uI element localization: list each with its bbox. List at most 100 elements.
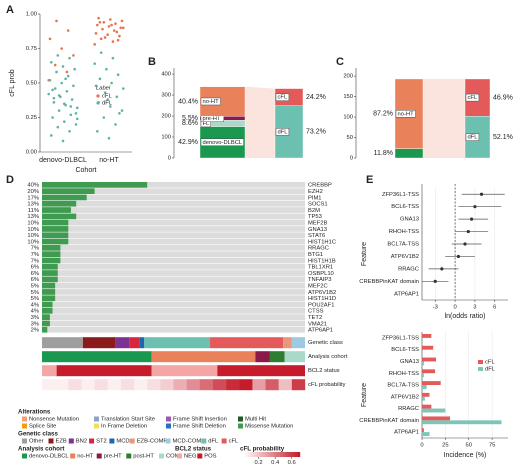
frequency-label: 6% [31, 271, 39, 277]
row-background [42, 289, 305, 295]
point [64, 77, 67, 81]
percent-label: 52.1% [493, 134, 513, 141]
probability-cell [265, 379, 279, 391]
y-axis-label: cFL prob [9, 69, 16, 96]
probability-cell [68, 379, 82, 391]
x-axis-label: ln(odds ratio) [445, 313, 486, 320]
legend-title: Alterations [18, 409, 51, 416]
point [53, 87, 57, 90]
frequency-label: 20% [27, 189, 39, 195]
probability-cell [94, 379, 108, 391]
feature-label: ATP6V1B2 [391, 394, 419, 400]
name-box [275, 128, 290, 136]
bar [422, 334, 432, 338]
legend-swatch [22, 453, 27, 459]
probability-cell [55, 379, 69, 391]
point [96, 23, 99, 27]
legend-swatch [478, 360, 483, 364]
feature-label: ZFP36L1-TSS [382, 192, 419, 198]
feature-label: RRAGC [398, 266, 419, 272]
point [98, 20, 102, 24]
gene-label: CTSS [308, 309, 324, 315]
row-background [42, 308, 305, 314]
legend-label: EZB [56, 439, 67, 445]
point [114, 22, 117, 25]
probability-cell [199, 379, 214, 391]
point [60, 81, 63, 85]
point [60, 47, 63, 50]
track-label: Genetic class [308, 340, 343, 346]
name-box [200, 97, 221, 106]
point [112, 29, 116, 32]
point [97, 16, 100, 20]
percent-label: 11.8% [374, 150, 393, 157]
percent-label: 46.9% [493, 94, 513, 101]
legend-swatch [70, 453, 76, 459]
estimate-point [433, 279, 437, 283]
track-segment [144, 337, 211, 349]
x-tick-label: no-HT [99, 157, 119, 164]
y-tick-label: 150 [343, 94, 353, 100]
point [102, 116, 106, 119]
point [111, 56, 115, 60]
percent-label: 73.2% [306, 129, 326, 136]
feature-label: BCL7A-TSS [387, 242, 419, 248]
mutation-bar [42, 289, 56, 295]
track-segment [284, 351, 305, 363]
point [48, 78, 52, 82]
legend-label: cFL [229, 439, 239, 445]
flow [245, 86, 275, 158]
legend-label: EZB-COMP [137, 439, 168, 445]
gene-label: VMA21 [308, 321, 327, 327]
point [107, 136, 111, 140]
point [63, 120, 66, 123]
probability-cell [173, 379, 187, 391]
row-background [42, 213, 305, 220]
point [114, 123, 117, 126]
bar [422, 345, 434, 350]
point [115, 95, 119, 99]
x-tick-label: 75 [489, 443, 495, 449]
segment-name: FL [203, 121, 211, 127]
y-tick-label: 0.75 [26, 46, 37, 52]
frequency-label: 10% [27, 239, 39, 245]
legend-label: NEG [184, 454, 197, 460]
point [99, 51, 103, 54]
point [74, 112, 78, 115]
gene-label: POU2AF1 [308, 302, 334, 308]
probability-cell [252, 379, 266, 391]
y-tick-label: 0.00 [26, 150, 37, 156]
estimate-point [440, 267, 444, 271]
point [109, 105, 112, 108]
legend-swatch [177, 453, 182, 459]
panel-letter: B [148, 56, 156, 68]
row-background [42, 282, 305, 289]
probability-cell [186, 379, 200, 391]
row-background [42, 295, 305, 302]
row-background [42, 200, 305, 207]
track-label: BCL2 status [308, 368, 340, 374]
legend-title: Label [96, 86, 111, 92]
estimate-point [470, 217, 474, 221]
gradient-step [279, 452, 283, 457]
gene-label: ATP6AP1 [308, 328, 333, 334]
gradient-step [256, 452, 260, 457]
legend-swatch [166, 416, 171, 422]
track-label: cFL probability [308, 382, 346, 388]
gradient-tick-label: 0.4 [271, 460, 280, 466]
legend-swatch [197, 453, 203, 459]
mutation-bar [42, 207, 71, 213]
point [70, 98, 74, 101]
gradient-step [294, 452, 298, 457]
probability-cell [278, 379, 293, 391]
point [106, 98, 109, 101]
point [98, 77, 102, 81]
legend-swatch [478, 367, 483, 371]
point [61, 139, 65, 143]
point [119, 26, 122, 30]
percent-label: 8.6% [182, 120, 198, 127]
frequency-label: 7% [31, 252, 39, 258]
gene-label: BTG1 [308, 252, 323, 258]
frequency-label: 40% [27, 183, 39, 189]
point [102, 20, 106, 24]
